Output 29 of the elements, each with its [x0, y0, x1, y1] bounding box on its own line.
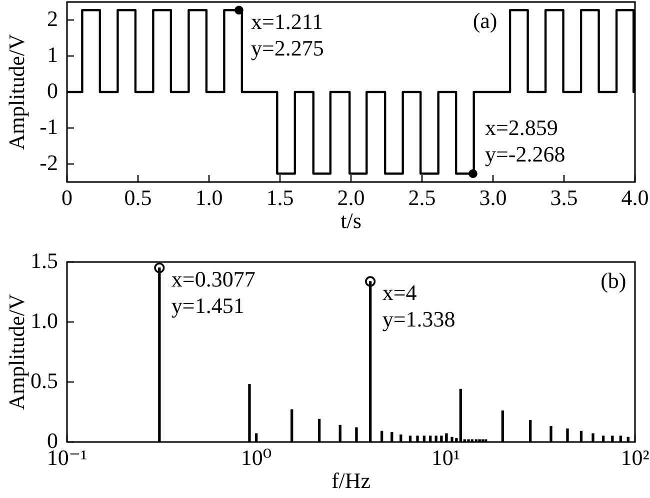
y-tick-label: -1	[40, 114, 58, 139]
y-axis-title: Amplitude/V	[4, 34, 29, 150]
y-tick-label: 0	[47, 78, 58, 103]
annotation: (b)	[600, 268, 626, 293]
annotation: x=0.3077 y=1.451	[171, 266, 256, 318]
x-tick-label: 4.0	[621, 184, 649, 210]
y-tick-label: 0.5	[30, 368, 58, 393]
y-tick-label: 2	[47, 6, 58, 31]
y-tick-label: 1.5	[30, 248, 58, 273]
annotation: x=4 y=1.338	[382, 280, 456, 332]
x-tick-label: 1.0	[195, 184, 223, 210]
annotation: x=1.211 y=2.275	[250, 8, 324, 60]
x-tick-label: 0.5	[124, 184, 152, 210]
x-tick-label: 10¹	[431, 444, 460, 470]
y-axis-title: Amplitude/V	[4, 294, 29, 410]
x-tick-label: 3.5	[550, 184, 578, 210]
annotation: (a)	[472, 8, 498, 33]
x-tick-label: 10²	[620, 444, 650, 470]
y-tick-label: 1	[47, 42, 58, 67]
x-tick-label: 3.0	[479, 184, 507, 210]
x-axis-title: t/s	[340, 208, 362, 233]
x-tick-label: 2.0	[337, 184, 365, 210]
x-axis-title: f/Hz	[331, 468, 371, 493]
x-tick-label: 10⁰	[240, 444, 272, 470]
annotation: x=2.859 y=-2.268	[484, 114, 566, 166]
x-tick-label: 2.5	[408, 184, 436, 210]
y-tick-label: -2	[40, 150, 58, 175]
y-tick-label: 1.0	[30, 308, 58, 333]
x-tick-label: 1.5	[266, 184, 294, 210]
